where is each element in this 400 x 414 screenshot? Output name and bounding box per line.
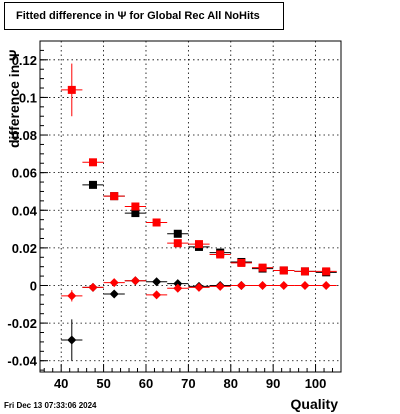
y-tick-label: -0.04 bbox=[7, 354, 37, 369]
data-point-square bbox=[88, 158, 97, 167]
y-axis-label: difference in Ψ bbox=[6, 49, 22, 148]
data-point-square bbox=[216, 250, 225, 259]
x-tick-label: 50 bbox=[96, 376, 110, 391]
x-axis-label: Quality bbox=[290, 396, 338, 412]
y-tick-label: 0.06 bbox=[12, 166, 37, 181]
data-point-diamond bbox=[130, 276, 140, 286]
plot-background bbox=[40, 41, 341, 372]
x-tick-label: 80 bbox=[224, 376, 238, 391]
data-point-square bbox=[194, 240, 203, 249]
y-tick-label: -0.02 bbox=[7, 316, 37, 331]
x-tick-label: 40 bbox=[54, 376, 68, 391]
y-tick-label: 0.12 bbox=[12, 53, 37, 68]
data-point-square bbox=[173, 229, 182, 238]
plot-frame bbox=[39, 40, 342, 373]
y-tick-label: 0.02 bbox=[12, 241, 37, 256]
data-point-diamond bbox=[88, 282, 98, 292]
data-point-diamond bbox=[300, 280, 310, 290]
data-point-diamond bbox=[236, 280, 246, 290]
x-tick-label: 60 bbox=[139, 376, 153, 391]
x-tick-label: 90 bbox=[266, 376, 280, 391]
data-point-square bbox=[322, 267, 331, 276]
data-point-diamond bbox=[321, 280, 331, 290]
data-point-diamond bbox=[279, 280, 289, 290]
data-point-diamond bbox=[109, 289, 119, 299]
data-point-square bbox=[300, 267, 309, 276]
y-tick-label: 0.08 bbox=[12, 128, 37, 143]
y-tick-label: 0.04 bbox=[12, 203, 38, 218]
timestamp-footer: Fri Dec 13 07:33:06 2024 bbox=[4, 401, 97, 410]
data-point-diamond bbox=[152, 290, 162, 300]
data-point-diamond bbox=[109, 278, 119, 288]
data-point-diamond bbox=[215, 281, 225, 291]
data-point-diamond bbox=[258, 280, 268, 290]
data-point-diamond bbox=[67, 291, 77, 301]
data-point-square bbox=[152, 218, 161, 227]
data-point-square bbox=[88, 180, 97, 189]
chart-title: Fitted difference in Ψ for Global Rec Al… bbox=[4, 2, 284, 30]
y-tick-label: 0.1 bbox=[19, 90, 37, 105]
data-point-square bbox=[258, 263, 267, 272]
data-point-diamond bbox=[194, 282, 204, 292]
x-tick-label: 70 bbox=[181, 376, 195, 391]
data-point-diamond bbox=[173, 279, 183, 289]
data-point-square bbox=[279, 266, 288, 275]
data-point-square bbox=[67, 85, 76, 94]
y-tick-label: 0 bbox=[30, 278, 37, 293]
data-point-diamond bbox=[67, 335, 77, 345]
x-tick-label: 100 bbox=[305, 376, 327, 391]
data-point-square bbox=[131, 202, 140, 211]
data-point-square bbox=[237, 258, 246, 267]
data-point-square bbox=[173, 239, 182, 248]
data-point-diamond bbox=[152, 277, 162, 287]
data-point-square bbox=[110, 192, 119, 201]
data-point-diamond bbox=[173, 283, 183, 293]
data-point-square bbox=[131, 209, 140, 218]
